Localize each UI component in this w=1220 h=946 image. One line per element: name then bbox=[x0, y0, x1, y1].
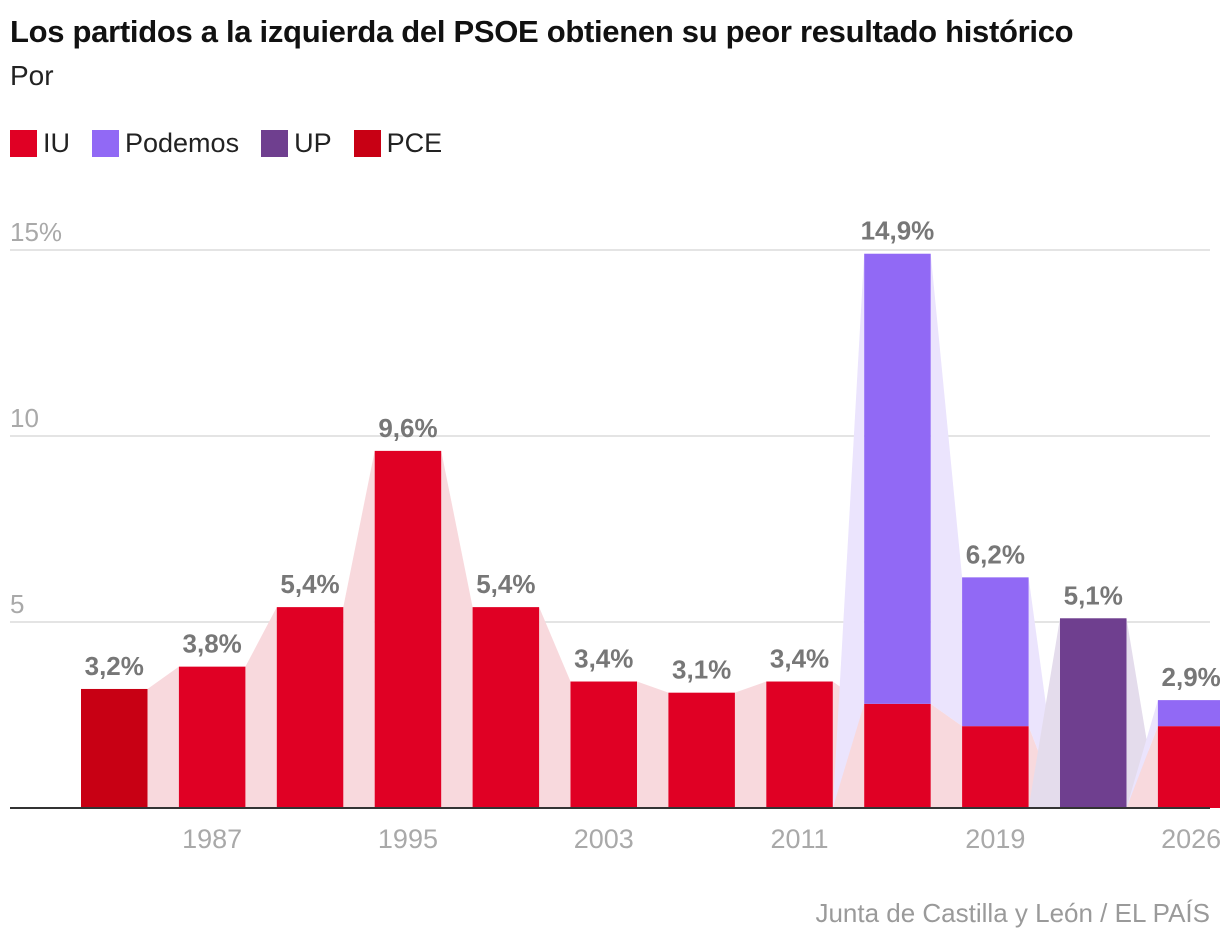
data-label: 3,4% bbox=[770, 644, 829, 674]
ribbon bbox=[1126, 726, 1158, 808]
ribbon bbox=[245, 607, 277, 808]
legend-label-pce: PCE bbox=[386, 128, 443, 158]
bar-podemos bbox=[962, 577, 1029, 727]
ribbon bbox=[1126, 700, 1158, 808]
x-tick-label: 1987 bbox=[182, 824, 242, 854]
bar-podemos bbox=[1157, 700, 1220, 727]
ribbons bbox=[147, 253, 1158, 809]
bar-iu bbox=[570, 681, 637, 808]
chart-title: Los partidos a la izquierda del PSOE obt… bbox=[10, 14, 1074, 49]
data-label: 6,2% bbox=[966, 539, 1025, 569]
source-credit: Junta de Castilla y León / EL PAÍS bbox=[815, 898, 1210, 928]
bar-up bbox=[1060, 618, 1127, 808]
bar-iu bbox=[1157, 726, 1220, 808]
ribbon bbox=[1028, 618, 1060, 808]
bar-iu bbox=[864, 703, 931, 808]
ribbon bbox=[441, 450, 473, 808]
x-tick-label: 2011 bbox=[771, 824, 829, 854]
ribbon bbox=[539, 607, 571, 808]
y-tick-label: 5 bbox=[10, 589, 24, 619]
legend-label-podemos: Podemos bbox=[125, 128, 240, 158]
data-label: 3,4% bbox=[574, 644, 633, 674]
bar-iu bbox=[668, 692, 735, 808]
ribbon bbox=[832, 253, 865, 809]
ribbon bbox=[1126, 618, 1158, 808]
x-tick-label: 2026 bbox=[1161, 824, 1220, 854]
x-tick-label: 2003 bbox=[574, 824, 634, 854]
bar-podemos bbox=[864, 253, 931, 704]
data-label: 5,1% bbox=[1064, 580, 1123, 610]
y-tick-label: 10 bbox=[10, 403, 39, 433]
data-label: 2,9% bbox=[1162, 662, 1220, 692]
data-label: 5,4% bbox=[280, 569, 339, 599]
y-tick-label: 15% bbox=[10, 217, 62, 247]
legend-item-pce: PCE bbox=[353, 128, 443, 159]
x-tick-label: 2019 bbox=[965, 824, 1025, 854]
data-label: 3,1% bbox=[672, 655, 731, 685]
data-label: 3,2% bbox=[85, 651, 144, 681]
legend-swatch-pce bbox=[353, 130, 381, 157]
bar-iu bbox=[472, 607, 540, 808]
ribbon bbox=[1028, 577, 1060, 808]
legend-label-iu: IU bbox=[43, 128, 70, 158]
data-label: 9,6% bbox=[378, 413, 437, 443]
x-tick-label: 1995 bbox=[378, 824, 438, 854]
ribbon bbox=[734, 681, 767, 808]
bar-iu bbox=[178, 666, 246, 808]
bar-iu bbox=[962, 726, 1029, 808]
legend-label-up: UP bbox=[294, 128, 332, 158]
legend-swatch-podemos bbox=[92, 130, 119, 157]
bar-pce bbox=[81, 688, 148, 808]
legend-swatch-iu bbox=[10, 130, 37, 157]
legend-swatch-up bbox=[261, 130, 289, 157]
data-label: 14,9% bbox=[861, 216, 935, 246]
bar-iu bbox=[374, 450, 442, 808]
ribbon bbox=[930, 703, 963, 808]
legend: IU Podemos UP PCE bbox=[10, 128, 464, 159]
ribbon bbox=[637, 681, 669, 808]
legend-item-up: UP bbox=[261, 128, 332, 159]
bar-iu bbox=[766, 681, 833, 808]
legend-item-iu: IU bbox=[10, 128, 70, 159]
ribbon bbox=[343, 450, 375, 808]
bar-iu bbox=[276, 607, 344, 808]
chart-subtitle: Por bbox=[10, 60, 54, 91]
data-label: 5,4% bbox=[476, 569, 535, 599]
ribbon bbox=[930, 253, 963, 727]
ribbon bbox=[147, 666, 179, 808]
legend-item-podemos: Podemos bbox=[92, 128, 239, 159]
data-label: 3,8% bbox=[183, 629, 242, 659]
